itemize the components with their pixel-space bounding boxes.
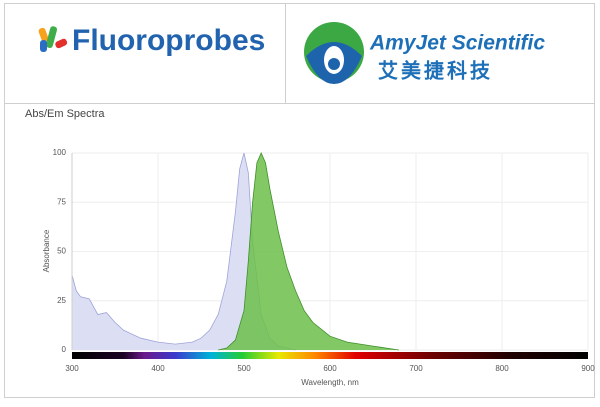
y-tick-label: 50 [57,247,66,256]
x-tick-label: 400 [151,364,165,373]
chart-title: Abs/Em Spectra [25,108,105,120]
spectrum-line [218,151,399,351]
fluoroprobes-icon [38,26,68,52]
x-tick-label: 900 [581,364,595,373]
y-axis-label: Absorbance [42,229,51,272]
logo-text: AmyJet Scientific [369,32,545,55]
area-fill [72,153,296,350]
plot: 0 25 50 75 100 300 400 500 600 700 800 900 [53,148,596,373]
x-axis-label: Wavelength, nm [301,378,359,387]
x-tick-label: 500 [237,364,251,373]
logo-text-cn: 艾美捷科技 [378,58,493,82]
y-tick-label: 25 [57,296,66,305]
y-tick-label: 100 [53,148,67,157]
logo-text: Fluoroprobes [72,24,265,57]
area-fill [218,153,399,350]
x-tick-label: 800 [495,364,509,373]
x-tick-label: 600 [323,364,337,373]
y-tick-label: 75 [57,197,66,206]
amyjet-icon [304,22,364,84]
x-tick-label: 300 [65,364,79,373]
x-tick-label: 700 [409,364,423,373]
spectrum-bar [72,352,588,359]
y-tick-label: 0 [62,345,67,354]
